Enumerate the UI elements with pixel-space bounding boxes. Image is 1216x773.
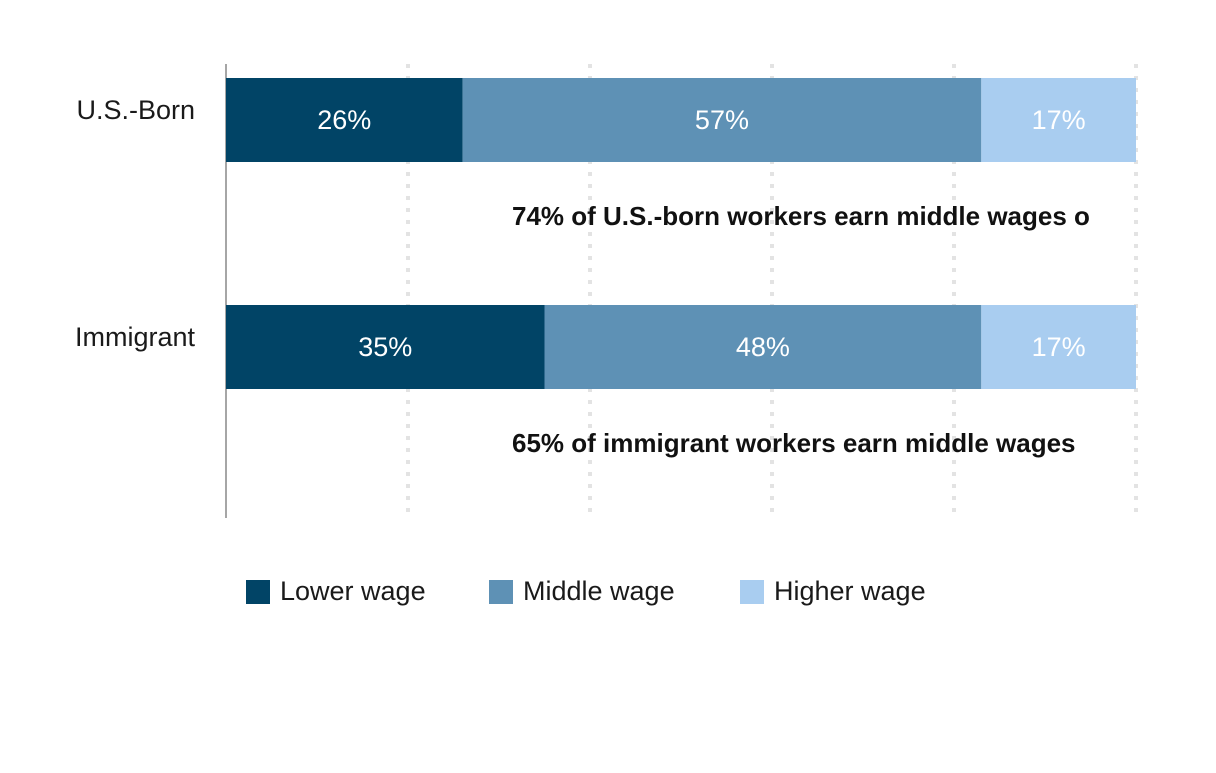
data-label: 17% xyxy=(1032,332,1086,362)
data-label: 17% xyxy=(1032,105,1086,135)
bars xyxy=(226,78,1136,389)
legend-swatch xyxy=(246,580,270,604)
annotation: 65% of immigrant workers earn middle wag… xyxy=(512,428,1076,458)
category-label: Immigrant xyxy=(75,322,196,352)
bar-segment xyxy=(981,305,1136,389)
bar-segment xyxy=(226,305,545,389)
bar-segment xyxy=(462,78,982,162)
annotation: 74% of U.S.-born workers earn middle wag… xyxy=(512,201,1090,231)
legend-swatch xyxy=(489,580,513,604)
bar-segment xyxy=(544,305,982,389)
data-label: 48% xyxy=(736,332,790,362)
data-label: 57% xyxy=(695,105,749,135)
legend-label: Higher wage xyxy=(774,576,926,606)
bar-segment xyxy=(981,78,1136,162)
legend: Lower wage Middle wage Higher wage xyxy=(246,576,926,606)
legend-label: Middle wage xyxy=(523,576,675,606)
data-label: 35% xyxy=(358,332,412,362)
legend-swatch xyxy=(740,580,764,604)
bar-segment xyxy=(226,78,463,162)
category-label: U.S.-Born xyxy=(76,95,195,125)
labels: U.S.-Born 26% 57% 17% 74% of U.S.-born worke… xyxy=(75,95,1090,458)
data-label: 26% xyxy=(317,105,371,135)
legend-label: Lower wage xyxy=(280,576,426,606)
